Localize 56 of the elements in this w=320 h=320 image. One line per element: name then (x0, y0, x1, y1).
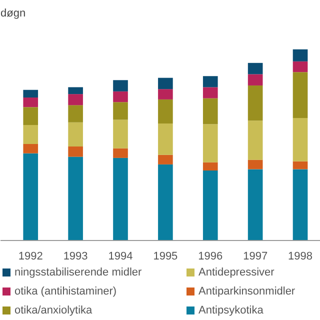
bar (68, 105, 83, 122)
bar (248, 160, 263, 170)
bar (158, 124, 173, 155)
bar (292, 118, 308, 162)
bar (23, 153, 38, 240)
bar (158, 78, 173, 90)
x-tick-label: 1994 (108, 250, 133, 262)
bar (23, 125, 38, 144)
bar (248, 169, 263, 240)
bar (113, 102, 128, 120)
bar (248, 62, 263, 74)
legend-label: ningsstabiliserende midler (14, 266, 142, 278)
bar (202, 87, 218, 98)
bar (68, 146, 83, 157)
legend-label: Antidepressiver (198, 266, 275, 278)
bar (113, 158, 128, 240)
x-tick-label: 1992 (18, 250, 43, 262)
bar (68, 122, 83, 146)
bar (292, 161, 308, 170)
bar (292, 169, 308, 240)
bar (202, 76, 218, 88)
chart-title: døgn (0, 8, 26, 20)
bar (158, 154, 173, 164)
bar (158, 89, 173, 100)
bar (158, 99, 173, 124)
bar (292, 72, 308, 118)
legend-label: Antipsykotika (198, 304, 264, 316)
x-tick-label: 1995 (153, 250, 178, 262)
bar (248, 74, 263, 86)
bar (202, 170, 218, 240)
x-tick-label: 1997 (243, 250, 268, 262)
bar (68, 156, 83, 240)
legend-label: Antiparkinsonmidler (198, 286, 296, 298)
bar (68, 94, 83, 106)
bar (68, 87, 83, 94)
bar (113, 80, 128, 92)
bar (23, 144, 38, 154)
bar (113, 120, 128, 148)
bar (248, 120, 263, 160)
legend-label: otika (antihistaminer) (14, 286, 117, 298)
bar (23, 98, 38, 108)
bar (292, 61, 308, 72)
x-tick-label: 1993 (63, 250, 88, 262)
bar (23, 107, 38, 126)
bar (113, 91, 128, 102)
bar (202, 162, 218, 171)
bar (202, 124, 218, 162)
x-tick-label: 1996 (198, 250, 223, 262)
legend-label: otika/anxiolytika (14, 304, 94, 316)
x-tick-label: 1998 (288, 250, 313, 262)
bar (113, 148, 128, 158)
bar (248, 85, 263, 121)
bar (158, 164, 173, 240)
bar (23, 90, 38, 98)
bar (292, 49, 308, 62)
bar (202, 98, 218, 124)
